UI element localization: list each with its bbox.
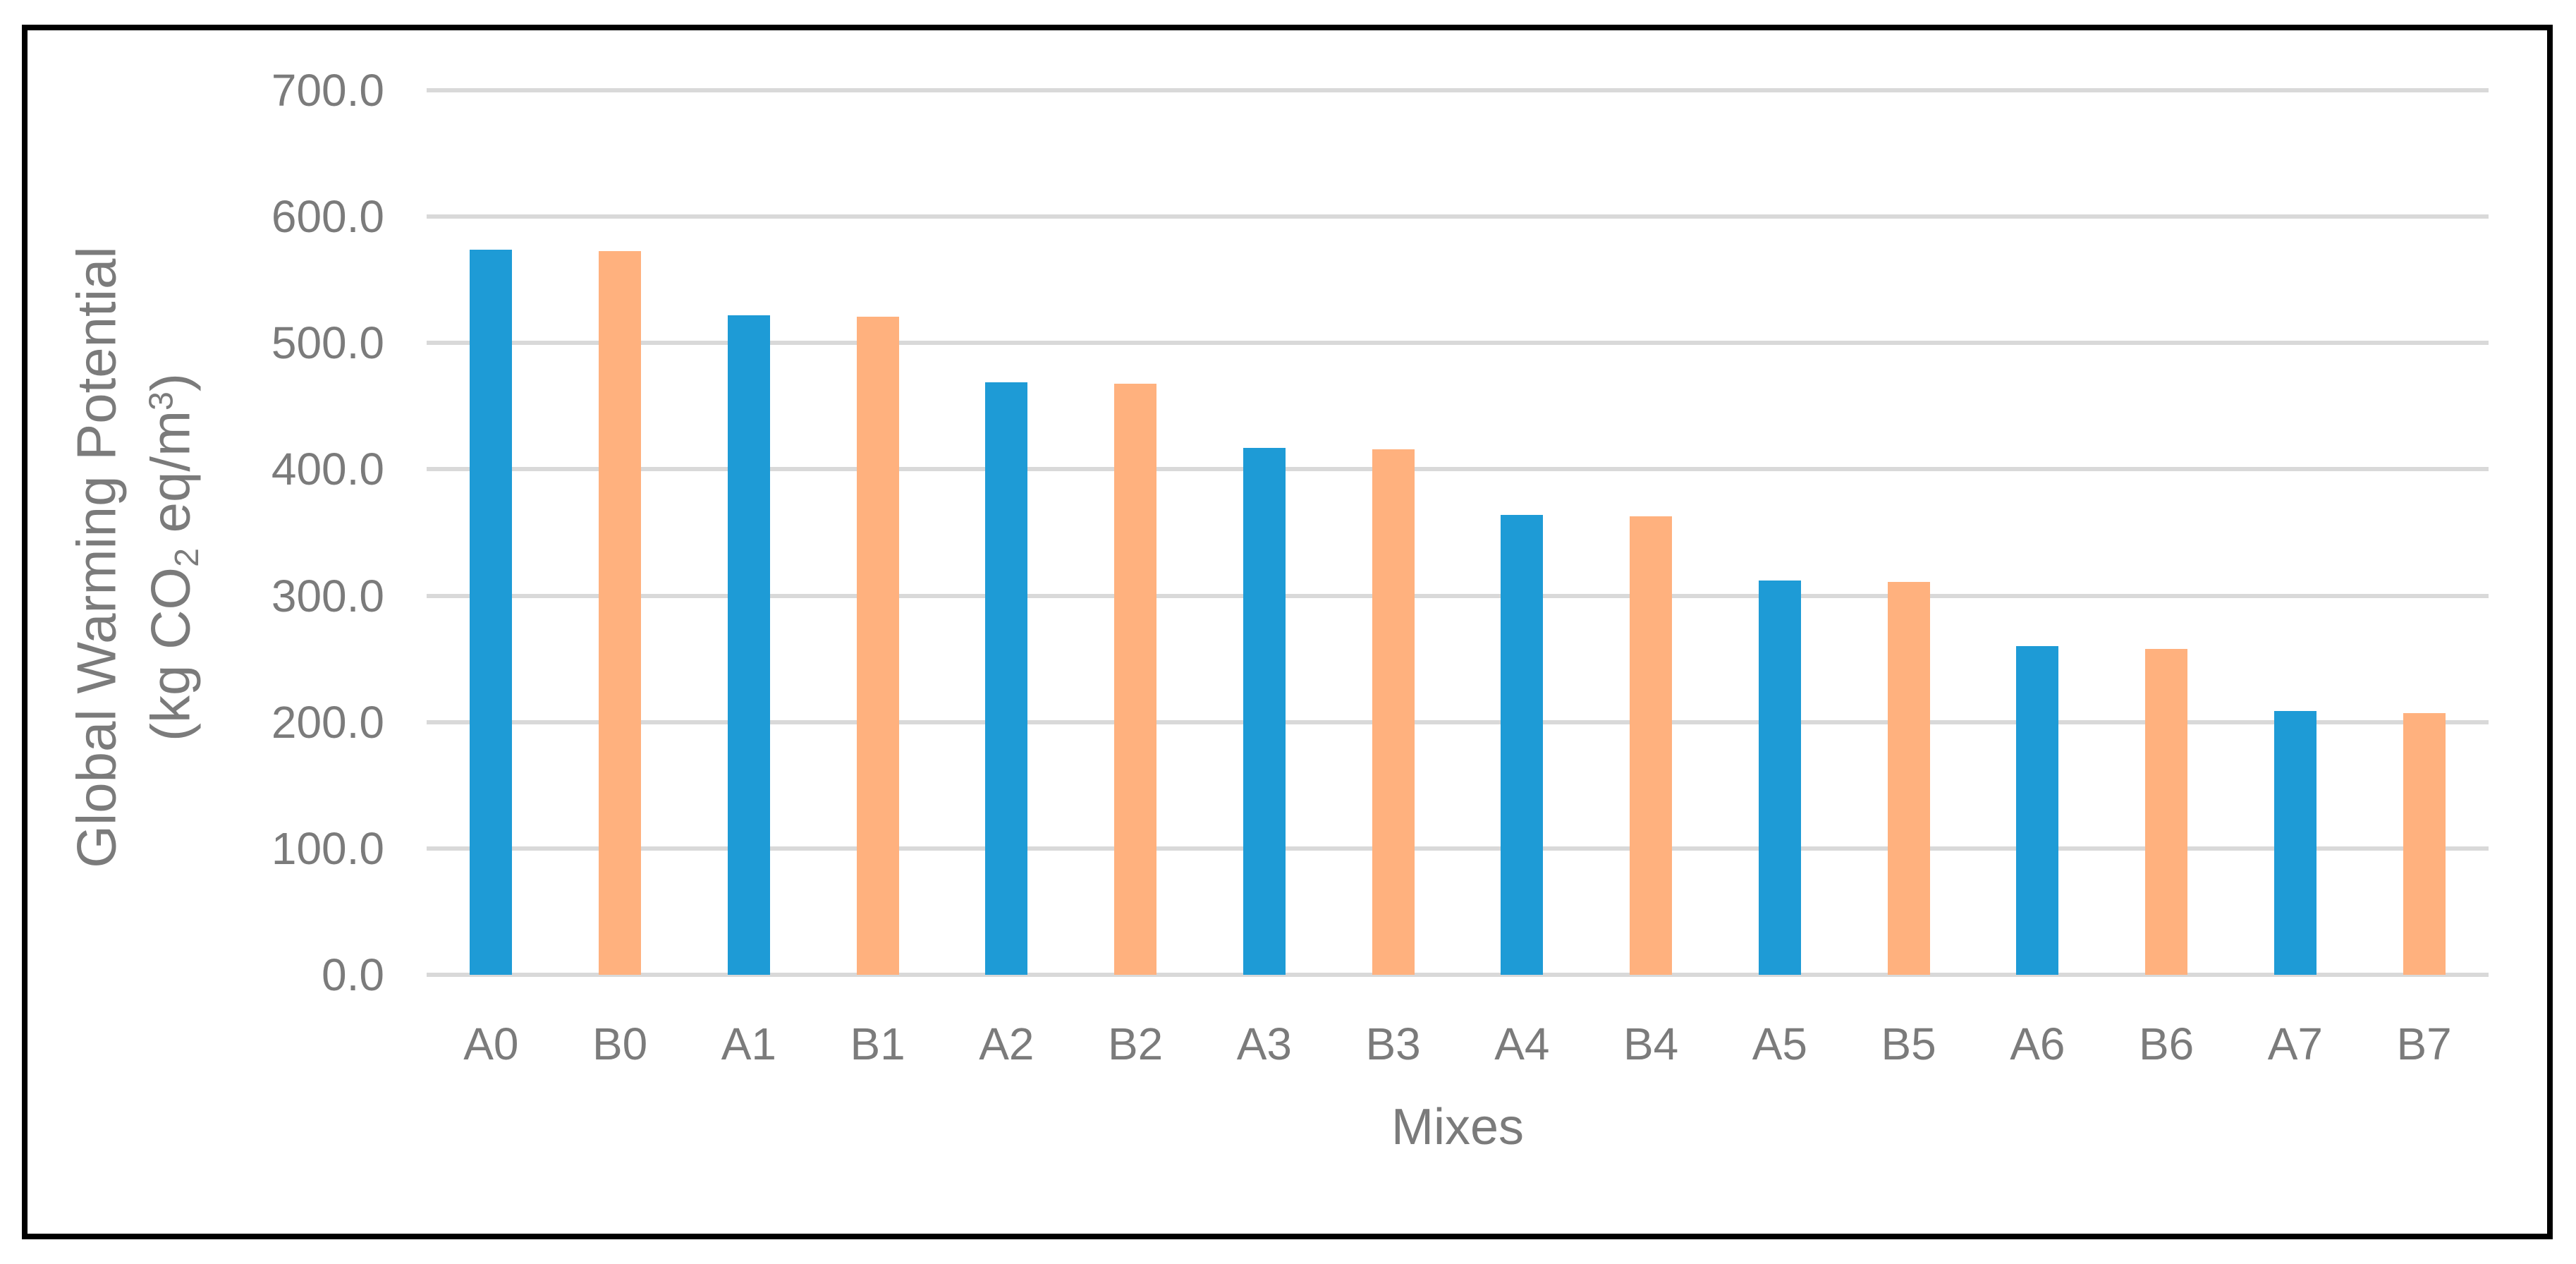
x-tick-label-B7: B7 bbox=[2396, 1019, 2452, 1069]
y-tick-label: 100.0 bbox=[271, 822, 384, 874]
bar-A1 bbox=[727, 315, 770, 975]
bar-B4 bbox=[1630, 516, 1673, 975]
bar-B5 bbox=[1887, 581, 1930, 975]
bar-A5 bbox=[1758, 581, 1801, 975]
bar-slot-B0 bbox=[556, 90, 685, 975]
y-tick-label: 400.0 bbox=[271, 444, 384, 495]
x-axis-title: Mixes bbox=[1391, 1099, 1524, 1155]
y-tick-label: 500.0 bbox=[271, 317, 384, 369]
gridline bbox=[427, 214, 2489, 219]
bar-A4 bbox=[1501, 514, 1544, 975]
x-tick-label-B4: B4 bbox=[1623, 1019, 1679, 1069]
y-axis-title-line2: (kg CO2 eq/m3) bbox=[134, 246, 208, 868]
gridline bbox=[427, 88, 2489, 92]
bar-slot-A0 bbox=[427, 90, 556, 975]
bar-slot-B5 bbox=[1844, 90, 1973, 975]
y-axis-title-line1: Global Warming Potential bbox=[65, 246, 128, 868]
bar-slot-A6 bbox=[1973, 90, 2102, 975]
bar-B2 bbox=[1114, 383, 1157, 975]
bar-slot-A1 bbox=[685, 90, 814, 975]
bar-B0 bbox=[599, 250, 642, 975]
unit-superscript: 3 bbox=[142, 391, 181, 411]
unit-close: ) bbox=[140, 373, 202, 392]
bar-slot-B7 bbox=[2360, 90, 2489, 975]
x-tick-label-B6: B6 bbox=[2138, 1019, 2195, 1069]
bar-A2 bbox=[985, 382, 1028, 975]
figure-border bbox=[22, 25, 2553, 1239]
x-tick-label-A6: A6 bbox=[2010, 1019, 2065, 1069]
bar-slot-A4 bbox=[1458, 90, 1587, 975]
bar-slot-A2 bbox=[942, 90, 1071, 975]
bar-slot-B3 bbox=[1329, 90, 1458, 975]
bar-B3 bbox=[1372, 449, 1415, 975]
bar-slot-A3 bbox=[1200, 90, 1329, 975]
gridline bbox=[427, 846, 2489, 851]
bar-slot-B6 bbox=[2102, 90, 2231, 975]
bar-slot-B2 bbox=[1071, 90, 1200, 975]
x-tick-label-B2: B2 bbox=[1107, 1019, 1164, 1069]
bar-slot-B1 bbox=[813, 90, 942, 975]
x-axis-tick-labels: A0 B0 A1 B1 A2 B2 A3 B3 A4 B4 A5 B5 A6 B6 A7 B7 bbox=[427, 1021, 2489, 1066]
x-tick-label-A5: A5 bbox=[1752, 1019, 1808, 1069]
x-tick-label-A2: A2 bbox=[979, 1019, 1034, 1069]
plot-area bbox=[427, 88, 2489, 977]
bar-slot-B4 bbox=[1587, 90, 1716, 975]
gridline bbox=[427, 341, 2489, 346]
x-tick-label-B1: B1 bbox=[850, 1019, 905, 1069]
x-tick-label-A0: A0 bbox=[463, 1019, 519, 1069]
x-tick-label-A4: A4 bbox=[1494, 1019, 1550, 1069]
y-tick-label: 600.0 bbox=[271, 191, 384, 243]
bar-B7 bbox=[2403, 713, 2446, 975]
x-axis-line bbox=[427, 973, 2489, 977]
unit-open: (kg CO bbox=[140, 566, 202, 741]
bar-A3 bbox=[1243, 447, 1286, 975]
bar-B6 bbox=[2145, 648, 2188, 975]
x-tick-label-B0: B0 bbox=[592, 1019, 648, 1069]
x-tick-label-A3: A3 bbox=[1236, 1019, 1293, 1069]
bar-A7 bbox=[2273, 710, 2316, 975]
bar-B1 bbox=[856, 316, 899, 975]
y-tick-label: 700.0 bbox=[271, 65, 384, 116]
gridline bbox=[427, 593, 2489, 598]
bar-A0 bbox=[470, 249, 513, 975]
y-tick-label: 0.0 bbox=[322, 949, 384, 1000]
gridline bbox=[427, 719, 2489, 724]
bar-slot-A7 bbox=[2231, 90, 2360, 975]
x-tick-label-B5: B5 bbox=[1881, 1019, 1936, 1069]
bar-slot-A5 bbox=[1716, 90, 1845, 975]
x-tick-label-A1: A1 bbox=[721, 1019, 777, 1069]
y-tick-label: 200.0 bbox=[271, 696, 384, 748]
y-tick-label: 300.0 bbox=[271, 570, 384, 621]
y-axis-title: Global Warming Potential (kg CO2 eq/m3) bbox=[60, 246, 209, 868]
bar-A6 bbox=[2016, 646, 2059, 975]
gridline bbox=[427, 467, 2489, 472]
unit-mid: eq/m bbox=[140, 410, 202, 549]
x-tick-label-A7: A7 bbox=[2267, 1019, 2324, 1069]
x-tick-label-B3: B3 bbox=[1365, 1019, 1421, 1069]
unit-subscript: 2 bbox=[168, 548, 207, 567]
bars-layer bbox=[427, 90, 2489, 975]
